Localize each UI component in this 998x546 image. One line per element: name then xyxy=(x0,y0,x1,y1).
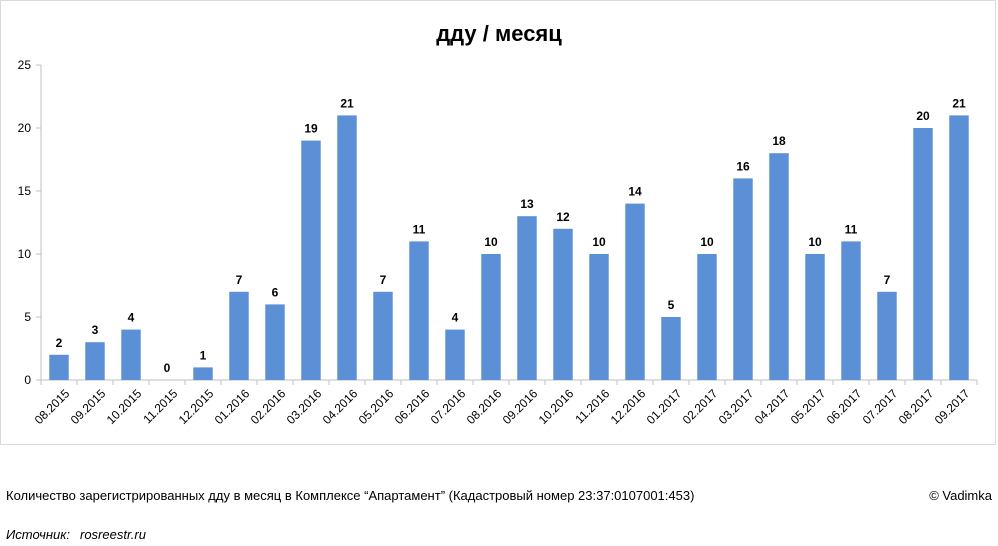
bar xyxy=(553,228,573,380)
bar xyxy=(373,291,393,380)
chart-title: дду / месяц xyxy=(436,21,562,46)
x-tick-label: 09.2017 xyxy=(932,386,973,427)
data-label: 21 xyxy=(340,96,354,110)
data-label: 0 xyxy=(164,361,171,375)
x-tick-label: 01.2017 xyxy=(644,386,685,427)
x-axis: 08.201509.201510.201511.201512.201501.20… xyxy=(32,379,978,427)
x-tick-label: 03.2016 xyxy=(284,386,325,427)
data-label: 18 xyxy=(772,134,786,148)
data-label: 5 xyxy=(668,298,675,312)
bar xyxy=(841,241,861,380)
x-tick-label: 07.2017 xyxy=(860,386,901,427)
y-tick-label: 10 xyxy=(18,247,32,261)
x-tick-label: 09.2016 xyxy=(500,386,541,427)
data-label: 14 xyxy=(628,185,642,199)
x-tick-label: 12.2015 xyxy=(176,386,217,427)
data-label: 12 xyxy=(556,210,570,224)
bar xyxy=(661,317,681,380)
bar xyxy=(805,254,825,380)
source-label: Источник: xyxy=(6,527,70,542)
bar xyxy=(697,254,717,380)
bar xyxy=(409,241,429,380)
bar xyxy=(517,216,537,380)
x-tick-label: 01.2016 xyxy=(212,386,253,427)
bar xyxy=(733,178,753,380)
x-tick-label: 10.2015 xyxy=(104,386,145,427)
x-tick-label: 08.2016 xyxy=(464,386,505,427)
data-label: 11 xyxy=(413,222,426,236)
data-label: 7 xyxy=(380,273,387,287)
bar xyxy=(877,291,897,380)
y-tick-label: 0 xyxy=(24,373,31,387)
chart-area: дду / месяц 0 5 10 15 20 25 08.2015 09.2015 10.… xyxy=(0,0,996,445)
x-tick-label: 10.2016 xyxy=(536,386,577,427)
bar xyxy=(121,329,141,380)
y-axis: 0 5 10 15 20 25 xyxy=(18,58,42,387)
data-label: 6 xyxy=(272,285,279,299)
bar xyxy=(301,140,321,380)
x-tick-label: 07.2016 xyxy=(428,386,469,427)
data-label: 21 xyxy=(952,96,966,110)
copyright-text: © Vadimka xyxy=(929,488,992,503)
bar xyxy=(85,342,105,380)
x-tick-label: 08.2017 xyxy=(896,386,937,427)
x-tick-label: 12.2016 xyxy=(608,386,649,427)
x-tick-label: 04.2016 xyxy=(320,386,361,427)
y-tick-label: 25 xyxy=(18,58,32,72)
data-label: 3 xyxy=(92,323,99,337)
data-label: 13 xyxy=(520,197,534,211)
bar xyxy=(193,367,213,380)
data-label: 7 xyxy=(884,273,891,287)
data-label: 7 xyxy=(236,273,243,287)
chart-caption: Количество зарегистрированных дду в меся… xyxy=(6,488,695,503)
x-tick-label: 08.2015 xyxy=(32,386,73,427)
bar xyxy=(49,354,69,380)
x-tick-label: 04.2017 xyxy=(752,386,793,427)
bar xyxy=(265,304,285,380)
data-label: 20 xyxy=(916,109,930,123)
x-tick-label: 05.2017 xyxy=(788,386,829,427)
data-label: 10 xyxy=(700,235,714,249)
data-label: 1 xyxy=(200,348,207,362)
x-tick-label: 06.2016 xyxy=(392,386,433,427)
y-tick-label: 20 xyxy=(18,121,32,135)
data-label: 4 xyxy=(452,311,459,325)
bar xyxy=(769,153,789,380)
data-label: 4 xyxy=(128,311,135,325)
x-tick-label: 02.2016 xyxy=(248,386,289,427)
x-tick-label: 06.2017 xyxy=(824,386,865,427)
x-tick-label: 11.2015 xyxy=(140,386,180,426)
bars xyxy=(49,115,969,381)
bar xyxy=(229,291,249,380)
data-label: 19 xyxy=(304,122,318,136)
bar xyxy=(337,115,357,381)
source-line: Источник: rosreestr.ru xyxy=(6,527,146,542)
x-tick-label: 03.2017 xyxy=(716,386,757,427)
x-tick-label: 11.2016 xyxy=(572,386,612,426)
data-label: 11 xyxy=(845,222,858,236)
bar xyxy=(589,254,609,380)
data-labels: 2 3 4 0 1 7 6 19 21 7 11 4 10 13 12 10 14 5 10 16 18 10 11 7 20 2… xyxy=(56,96,966,375)
data-label: 16 xyxy=(736,159,750,173)
y-tick-label: 15 xyxy=(18,184,32,198)
x-tick-label: 09.2015 xyxy=(68,386,109,427)
bar xyxy=(481,254,501,380)
x-tick-label: 02.2017 xyxy=(680,386,721,427)
bar xyxy=(445,329,465,380)
data-label: 10 xyxy=(484,235,498,249)
bar xyxy=(913,128,933,380)
data-label: 10 xyxy=(592,235,606,249)
data-label: 10 xyxy=(808,235,822,249)
data-label: 2 xyxy=(56,336,63,350)
bar xyxy=(625,203,645,380)
bar xyxy=(949,115,969,381)
source-value: rosreestr.ru xyxy=(80,527,146,542)
y-tick-label: 5 xyxy=(24,310,31,324)
x-tick-label: 05.2016 xyxy=(356,386,397,427)
